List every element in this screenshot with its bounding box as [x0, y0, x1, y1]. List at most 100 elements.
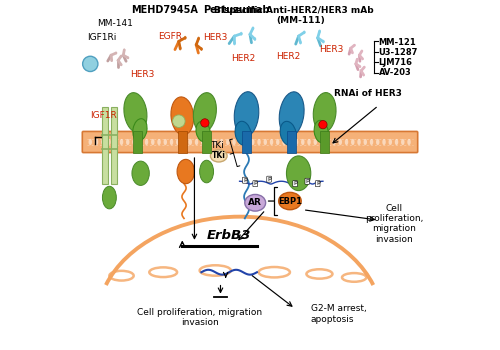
- Ellipse shape: [108, 139, 111, 145]
- Ellipse shape: [208, 139, 211, 145]
- Ellipse shape: [362, 74, 364, 76]
- Text: MM-141: MM-141: [97, 20, 133, 28]
- Ellipse shape: [356, 58, 358, 61]
- Text: P: P: [294, 181, 297, 186]
- Ellipse shape: [279, 92, 304, 136]
- Ellipse shape: [201, 139, 204, 145]
- Ellipse shape: [354, 44, 356, 47]
- Text: P: P: [243, 178, 246, 183]
- Text: EBP1: EBP1: [278, 197, 302, 205]
- Ellipse shape: [233, 41, 236, 46]
- Ellipse shape: [254, 37, 256, 41]
- Ellipse shape: [370, 139, 374, 145]
- Ellipse shape: [314, 120, 328, 143]
- Ellipse shape: [226, 139, 230, 145]
- Ellipse shape: [95, 139, 98, 145]
- Text: LJM716: LJM716: [378, 58, 412, 67]
- Bar: [111, 107, 117, 184]
- FancyBboxPatch shape: [82, 131, 417, 153]
- Text: G2-M arrest,
apoptosis: G2-M arrest, apoptosis: [311, 304, 366, 324]
- Ellipse shape: [214, 139, 217, 145]
- Text: Pertuzumab: Pertuzumab: [203, 5, 270, 15]
- Text: HER3: HER3: [203, 33, 228, 42]
- Ellipse shape: [240, 32, 242, 36]
- Ellipse shape: [270, 139, 274, 145]
- Ellipse shape: [176, 139, 180, 145]
- Ellipse shape: [258, 139, 261, 145]
- Ellipse shape: [177, 159, 194, 184]
- Ellipse shape: [245, 195, 266, 211]
- Ellipse shape: [300, 41, 302, 44]
- Ellipse shape: [120, 55, 122, 57]
- Ellipse shape: [182, 139, 186, 145]
- Ellipse shape: [171, 97, 194, 135]
- Circle shape: [318, 120, 327, 129]
- Text: TKi: TKi: [212, 152, 226, 160]
- Ellipse shape: [352, 51, 354, 54]
- Ellipse shape: [332, 139, 336, 145]
- Text: RNAi of HER3: RNAi of HER3: [334, 89, 402, 98]
- Ellipse shape: [238, 139, 242, 145]
- Ellipse shape: [318, 29, 321, 33]
- Text: Cell
proliferation,
migration
invasion: Cell proliferation, migration invasion: [365, 203, 424, 244]
- Ellipse shape: [124, 49, 125, 51]
- Ellipse shape: [322, 40, 324, 43]
- Ellipse shape: [234, 92, 259, 137]
- Ellipse shape: [326, 139, 330, 145]
- Bar: [178, 131, 187, 153]
- Ellipse shape: [338, 139, 342, 145]
- Ellipse shape: [264, 139, 267, 145]
- Text: MM-121: MM-121: [378, 38, 416, 47]
- Ellipse shape: [126, 139, 130, 145]
- Ellipse shape: [195, 139, 198, 145]
- Bar: [242, 131, 251, 153]
- Ellipse shape: [308, 139, 311, 145]
- Ellipse shape: [179, 47, 182, 50]
- Circle shape: [82, 56, 98, 71]
- Ellipse shape: [301, 139, 304, 145]
- Ellipse shape: [132, 161, 150, 186]
- Text: P: P: [306, 179, 309, 184]
- Text: Bispecific Anti-HER2/HER3 mAb: Bispecific Anti-HER2/HER3 mAb: [214, 6, 373, 15]
- Ellipse shape: [314, 139, 317, 145]
- Ellipse shape: [388, 139, 392, 145]
- Ellipse shape: [359, 65, 361, 68]
- Ellipse shape: [88, 139, 92, 145]
- Ellipse shape: [351, 139, 354, 145]
- Ellipse shape: [210, 150, 227, 162]
- Bar: [133, 131, 141, 153]
- Bar: [320, 131, 329, 153]
- Ellipse shape: [376, 139, 380, 145]
- Ellipse shape: [362, 57, 364, 60]
- Text: HER2: HER2: [276, 52, 300, 62]
- Ellipse shape: [282, 139, 286, 145]
- Text: AR: AR: [248, 198, 262, 207]
- Ellipse shape: [232, 139, 236, 145]
- Ellipse shape: [170, 139, 173, 145]
- Ellipse shape: [295, 139, 298, 145]
- Text: P: P: [268, 177, 271, 182]
- Ellipse shape: [382, 139, 386, 145]
- Text: HER3: HER3: [130, 70, 154, 79]
- Ellipse shape: [198, 37, 200, 40]
- Ellipse shape: [251, 139, 254, 145]
- Ellipse shape: [401, 139, 404, 145]
- Ellipse shape: [288, 139, 292, 145]
- Ellipse shape: [184, 36, 186, 40]
- Ellipse shape: [151, 139, 154, 145]
- Ellipse shape: [252, 27, 254, 30]
- Ellipse shape: [145, 139, 148, 145]
- Text: HER2: HER2: [231, 54, 255, 63]
- Bar: [202, 131, 211, 153]
- Text: P: P: [316, 181, 320, 186]
- Ellipse shape: [314, 93, 336, 132]
- Text: Cell proliferation, migration
invasion: Cell proliferation, migration invasion: [137, 308, 262, 327]
- Text: AV-203: AV-203: [378, 68, 411, 77]
- Ellipse shape: [188, 139, 192, 145]
- Ellipse shape: [286, 156, 311, 191]
- Ellipse shape: [115, 51, 117, 55]
- Ellipse shape: [120, 139, 124, 145]
- Text: ErbB3: ErbB3: [207, 229, 252, 242]
- Ellipse shape: [245, 139, 248, 145]
- Ellipse shape: [196, 121, 210, 142]
